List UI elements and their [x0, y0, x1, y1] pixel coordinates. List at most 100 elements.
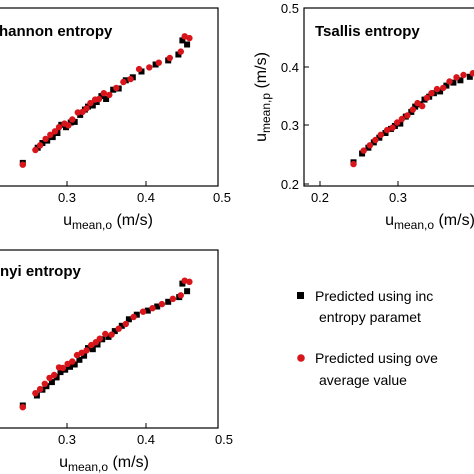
- data-point-circle: [158, 300, 166, 308]
- data-points: [19, 277, 193, 411]
- panel-title: hannon entropy: [0, 23, 113, 40]
- data-point-circle: [59, 364, 67, 372]
- data-point-circle: [377, 131, 384, 138]
- data-point-square: [184, 288, 191, 295]
- data-point-circle: [32, 146, 39, 154]
- legend-label: average value: [319, 372, 407, 388]
- data-point-circle: [36, 385, 44, 393]
- y-tick-label: 0.5: [281, 1, 299, 16]
- data-point-circle: [177, 48, 184, 55]
- x-tick-label: 0.3: [389, 190, 407, 205]
- data-point-circle: [177, 292, 184, 299]
- data-point-square: [98, 93, 105, 100]
- data-point-circle: [87, 99, 94, 107]
- data-point-circle: [102, 330, 109, 338]
- data-point-circle: [149, 305, 156, 312]
- data-point-circle: [78, 349, 85, 356]
- x-tick-label: 0.4: [137, 432, 155, 447]
- data-point-square: [89, 346, 96, 353]
- data-point-circle: [47, 131, 54, 138]
- data-point-circle: [383, 126, 391, 134]
- data-point-square: [57, 369, 64, 376]
- data-point-square: [105, 333, 112, 340]
- data-point-square: [76, 356, 83, 363]
- data-point-circle: [186, 278, 193, 285]
- x-axis-label: umean,o (m/s): [63, 212, 153, 232]
- plot-frame: [0, 249, 219, 429]
- data-point-circle: [127, 75, 134, 83]
- data-point-circle: [32, 390, 39, 397]
- data-point-square: [39, 140, 46, 146]
- data-point-circle: [428, 90, 435, 97]
- data-point-circle: [404, 112, 411, 119]
- data-point-square: [103, 96, 110, 102]
- x-tick-label: 0.4: [137, 190, 155, 205]
- x-axis-label: umean,o (m/s): [385, 212, 474, 232]
- data-point-circle: [440, 84, 447, 92]
- data-point-square: [58, 121, 65, 128]
- data-point-square: [67, 363, 73, 370]
- data-point-square: [175, 51, 182, 58]
- data-point-square: [144, 307, 151, 314]
- data-point-square: [138, 68, 145, 75]
- data-point-square: [48, 379, 55, 386]
- data-point-circle: [453, 74, 460, 81]
- legend-circle-marker: [297, 354, 305, 362]
- data-point-circle: [423, 94, 431, 102]
- data-point-circle: [186, 34, 193, 42]
- data-point-square: [359, 150, 366, 157]
- data-point-circle: [389, 124, 396, 131]
- data-point-square: [457, 77, 464, 84]
- data-point-circle: [51, 371, 58, 379]
- data-point-circle: [146, 64, 153, 71]
- data-point-circle: [460, 71, 467, 79]
- x-tick-label: 0.2: [311, 190, 329, 205]
- data-points: [350, 70, 474, 168]
- data-point-circle: [446, 78, 453, 85]
- data-point-circle: [166, 54, 173, 62]
- data-point-square: [49, 134, 56, 141]
- data-point-circle: [46, 374, 53, 382]
- data-point-circle: [115, 325, 122, 332]
- y-axis: 0.5 0.4 0.3 0.2 umean,p (m/s): [253, 1, 309, 192]
- data-point-square: [443, 82, 450, 89]
- data-point-square: [110, 86, 117, 93]
- data-point-square: [397, 120, 404, 127]
- data-point-circle: [120, 78, 127, 86]
- data-point-square: [67, 119, 74, 126]
- data-point-circle: [88, 341, 95, 349]
- data-point-circle: [42, 135, 49, 143]
- data-point-square: [412, 103, 419, 110]
- data-point-circle: [95, 95, 103, 103]
- data-point-circle: [19, 404, 26, 411]
- data-point-square: [89, 102, 96, 109]
- legend-label: entropy paramet: [319, 309, 421, 325]
- data-point-square: [179, 280, 186, 287]
- data-point-circle: [55, 124, 63, 131]
- x-tick-label: 0.3: [58, 190, 76, 205]
- panel-title: nyi entropy: [0, 263, 82, 280]
- data-point-circle: [135, 65, 143, 73]
- y-tick-label: 0.3: [281, 118, 299, 133]
- data-point-circle: [100, 90, 108, 97]
- data-point-circle: [74, 109, 82, 116]
- y-tick-label: 0.2: [281, 177, 299, 192]
- plot-frame: [0, 7, 219, 187]
- data-point-square: [165, 298, 172, 305]
- y-tick-label: 0.4: [281, 60, 299, 75]
- legend: Predicted using inc entropy paramet Pred…: [297, 288, 438, 388]
- data-point-circle: [69, 116, 76, 123]
- data-point-circle: [64, 360, 71, 368]
- data-point-circle: [41, 380, 48, 387]
- data-point-circle: [409, 106, 416, 113]
- data-point-square: [179, 37, 186, 44]
- data-point-circle: [130, 313, 137, 321]
- data-point-square: [152, 61, 159, 68]
- data-point-square: [450, 79, 457, 86]
- x-tick-label: 0.5: [215, 432, 233, 447]
- data-point-circle: [122, 320, 129, 328]
- data-point-circle: [65, 122, 72, 129]
- data-point-square: [34, 144, 41, 151]
- data-point-square: [77, 111, 84, 118]
